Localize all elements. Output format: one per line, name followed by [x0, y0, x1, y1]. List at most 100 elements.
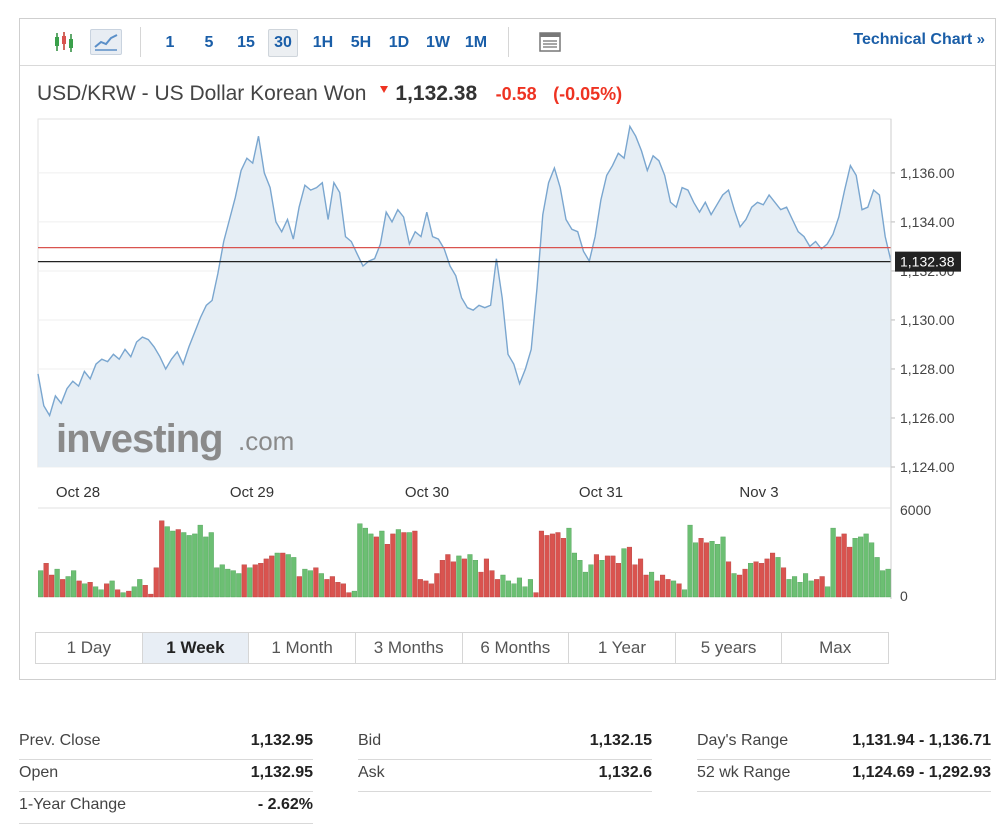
volume-bar	[698, 538, 704, 598]
volume-bar	[737, 574, 743, 598]
y-tick-label: 1,126.00	[900, 410, 955, 426]
area-chart-icon[interactable]	[90, 29, 122, 55]
stat-value: 1,132.95	[250, 732, 313, 749]
y-tick-label: 1,136.00	[900, 165, 955, 181]
range-tab-6-months[interactable]: 6 Months	[463, 633, 570, 663]
timeframe-5[interactable]: 5	[204, 34, 214, 51]
volume-bar	[252, 564, 258, 598]
volume-bar	[126, 590, 132, 598]
range-tab-1-month[interactable]: 1 Month	[249, 633, 356, 663]
volume-bar	[615, 563, 621, 598]
volume-bar	[225, 568, 231, 598]
volume-bar	[357, 523, 363, 598]
technical-chart-link[interactable]: Technical Chart »	[853, 31, 985, 49]
volume-bar	[885, 568, 891, 598]
volume-bar	[693, 542, 699, 598]
volume-bar	[417, 579, 423, 598]
volume-bar	[164, 526, 170, 598]
timeframe-1M[interactable]: 1M	[464, 34, 488, 51]
volume-bar	[263, 558, 269, 598]
timeframe-1W[interactable]: 1W	[426, 34, 450, 51]
volume-bar	[544, 535, 550, 598]
technical-chart-label[interactable]: Technical Chart	[853, 31, 973, 48]
stat-label: 1-Year Change	[19, 796, 127, 813]
table-view-icon[interactable]	[534, 29, 566, 55]
volume-bar	[439, 560, 445, 598]
volume-bar	[115, 589, 121, 598]
volume-bar	[709, 541, 715, 598]
volume-bar	[214, 567, 220, 598]
volume-bar	[792, 576, 798, 598]
price-change-percent: (-0.05%)	[553, 83, 623, 104]
volume-bar	[137, 579, 143, 598]
volume-bar	[500, 574, 506, 598]
volume-bar	[538, 530, 544, 598]
volume-bar	[825, 586, 831, 598]
current-price-box	[895, 251, 961, 272]
volume-bar	[142, 585, 148, 598]
timeframe-15[interactable]: 15	[237, 34, 255, 51]
volume-bar	[346, 592, 352, 598]
stat-label: Open	[19, 764, 59, 781]
volume-bar	[423, 580, 429, 598]
range-tab-max[interactable]: Max	[819, 638, 852, 657]
volume-bar	[71, 570, 77, 598]
volume-bar	[555, 532, 561, 598]
volume-bar	[285, 554, 291, 598]
volume-bar	[687, 524, 693, 598]
volume-bar	[814, 579, 820, 598]
chart-widget: 1 5 15 30 1H 5H 1D 1W 1M Technical Chart » USD/K…	[19, 18, 996, 680]
volume-bar	[527, 579, 534, 598]
volume-bar	[665, 579, 671, 598]
volume-bar	[230, 570, 236, 598]
price-chart[interactable]: investing .com 1,136.001,134.001,132.001…	[20, 19, 995, 679]
volume-bar	[329, 576, 335, 598]
range-tab-3-months[interactable]: 3 Months	[356, 633, 463, 663]
timeframe-1H[interactable]: 1H	[312, 34, 334, 51]
volume-bar	[560, 538, 566, 598]
volume-zero-label: 0	[900, 588, 908, 604]
stat-value: 1,131.94 - 1,136.71	[852, 732, 991, 749]
volume-bar	[566, 527, 572, 598]
range-tab-1-year[interactable]: 1 Year	[569, 633, 676, 663]
volume-bar	[599, 560, 605, 598]
range-tab-1-week[interactable]: 1 Week	[142, 633, 250, 663]
volume-bar	[186, 535, 192, 598]
volume-bar	[373, 536, 379, 598]
volume-bar	[181, 532, 187, 598]
timeframe-1D[interactable]: 1D	[388, 34, 410, 51]
volume-bar	[759, 563, 765, 598]
volume-bar	[649, 571, 655, 598]
stat-label: Bid	[358, 732, 382, 749]
volume-bar	[384, 544, 390, 598]
volume-bar	[395, 529, 401, 598]
volume-bar	[445, 554, 451, 598]
volume-bar	[280, 552, 286, 598]
volume-bar	[307, 570, 313, 598]
volume-bar	[461, 558, 467, 598]
candlestick-icon[interactable]	[48, 29, 80, 55]
stat-row: 52 wk Range 1,124.69 - 1,292.93	[697, 760, 991, 792]
volume-bar	[54, 568, 60, 598]
timeframe-1[interactable]: 1	[165, 34, 175, 51]
volume-bar	[104, 583, 110, 598]
range-tab-1-day[interactable]: 1 Day	[36, 633, 143, 663]
volume-bar	[830, 527, 836, 598]
volume-bar	[412, 530, 418, 598]
volume-bar	[472, 560, 479, 598]
stat-label: Prev. Close	[19, 732, 101, 749]
timeframe-5H[interactable]: 5H	[350, 34, 372, 51]
volume-bar	[274, 552, 280, 598]
volume-bar	[604, 555, 610, 598]
current-price-label: 1,132.38	[900, 254, 955, 270]
volume-bar	[340, 583, 346, 598]
volume-bar	[748, 563, 754, 598]
volume-bar	[654, 580, 660, 598]
volume-bar	[175, 529, 181, 598]
volume-bar	[571, 552, 577, 598]
range-tab-5-years[interactable]: 5 years	[676, 633, 783, 663]
volume-bar	[269, 555, 275, 598]
timeframe-30[interactable]: 30	[268, 29, 298, 57]
y-tick-label: 1,130.00	[900, 312, 955, 328]
stat-row: Day's Range 1,131.94 - 1,136.71	[697, 728, 991, 760]
